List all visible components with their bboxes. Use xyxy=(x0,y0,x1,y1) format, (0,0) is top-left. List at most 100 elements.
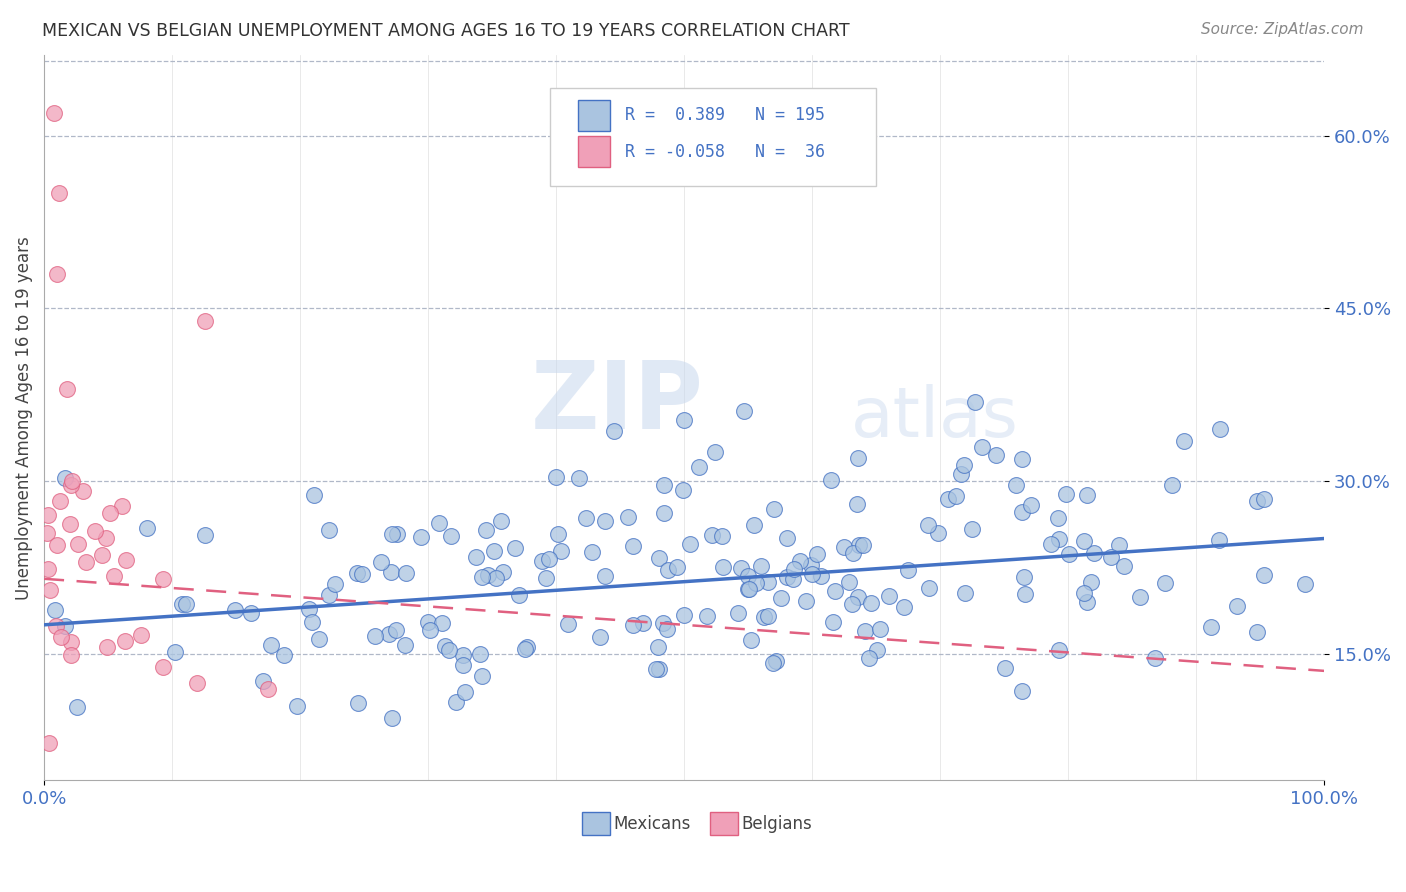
Point xyxy=(394,638,416,652)
Point xyxy=(471,669,494,683)
Point xyxy=(645,662,668,676)
Point xyxy=(1108,538,1130,552)
Bar xyxy=(710,812,738,835)
Point xyxy=(1253,492,1275,507)
Point xyxy=(765,654,787,668)
Point xyxy=(953,586,976,600)
Point xyxy=(544,469,567,483)
Point xyxy=(53,618,76,632)
Point xyxy=(776,570,799,584)
Point xyxy=(1047,533,1070,547)
Point xyxy=(537,551,560,566)
Point xyxy=(631,616,654,631)
Point xyxy=(45,267,67,281)
Point xyxy=(440,529,463,543)
Point xyxy=(589,630,612,644)
Point xyxy=(308,632,330,646)
Point xyxy=(411,530,433,544)
Point xyxy=(756,609,779,624)
Point xyxy=(66,700,89,714)
Point xyxy=(416,615,439,629)
Point xyxy=(841,597,863,611)
Point xyxy=(727,606,749,620)
Point xyxy=(603,424,626,438)
Point xyxy=(794,594,817,608)
Bar xyxy=(578,100,610,130)
Point xyxy=(346,566,368,580)
Point xyxy=(1019,499,1042,513)
Point xyxy=(810,568,832,582)
Point xyxy=(172,597,194,611)
Point xyxy=(657,563,679,577)
Point xyxy=(593,568,616,582)
Point xyxy=(994,661,1017,675)
Point xyxy=(800,558,823,573)
Point xyxy=(530,554,553,568)
Point xyxy=(710,529,733,543)
Point xyxy=(1246,494,1268,508)
Point xyxy=(738,582,761,596)
Point xyxy=(770,591,793,606)
Point xyxy=(432,615,454,630)
Point xyxy=(489,514,512,528)
Point xyxy=(72,484,94,499)
Point xyxy=(437,643,460,657)
Point xyxy=(1129,590,1152,604)
Point xyxy=(1014,569,1036,583)
Point xyxy=(776,531,799,545)
Point xyxy=(1083,546,1105,560)
Point xyxy=(1011,505,1033,519)
Point xyxy=(83,524,105,538)
Text: MEXICAN VS BELGIAN UNEMPLOYMENT AMONG AGES 16 TO 19 YEARS CORRELATION CHART: MEXICAN VS BELGIAN UNEMPLOYMENT AMONG AG… xyxy=(42,22,849,40)
Point xyxy=(1059,547,1081,561)
Point xyxy=(318,588,340,602)
Point xyxy=(135,521,157,535)
Point xyxy=(1154,576,1177,591)
Point xyxy=(852,538,875,552)
Point xyxy=(949,467,972,481)
Point xyxy=(752,609,775,624)
Point xyxy=(550,543,572,558)
Point xyxy=(323,577,346,591)
Point xyxy=(672,483,695,497)
Point xyxy=(534,571,557,585)
Point xyxy=(1014,587,1036,601)
Point xyxy=(879,589,901,603)
Point xyxy=(1054,486,1077,500)
Point xyxy=(1253,568,1275,582)
Point xyxy=(1209,422,1232,436)
Point xyxy=(395,566,418,581)
Bar xyxy=(578,136,610,167)
Point xyxy=(801,567,824,582)
Point xyxy=(1226,599,1249,614)
Point xyxy=(1246,625,1268,640)
Point xyxy=(823,615,845,629)
Point xyxy=(224,603,246,617)
Point xyxy=(749,558,772,573)
Point xyxy=(131,628,153,642)
Point xyxy=(475,523,498,537)
Point xyxy=(59,478,82,492)
Point xyxy=(152,572,174,586)
Point xyxy=(782,572,804,586)
Point xyxy=(700,528,723,542)
Text: Belgians: Belgians xyxy=(742,814,813,833)
Text: Mexicans: Mexicans xyxy=(614,814,692,833)
Point xyxy=(59,516,82,531)
Point xyxy=(952,458,974,472)
Point xyxy=(508,588,530,602)
Point xyxy=(38,583,60,598)
Point xyxy=(301,615,323,630)
Point xyxy=(114,633,136,648)
Point xyxy=(385,624,408,638)
Point xyxy=(67,537,90,551)
Point xyxy=(1005,478,1028,492)
Point xyxy=(98,507,121,521)
Point xyxy=(1073,533,1095,548)
Point xyxy=(853,624,876,639)
Point xyxy=(492,565,515,579)
Point xyxy=(186,676,208,690)
Point xyxy=(1208,533,1230,547)
Point xyxy=(256,681,278,696)
Point xyxy=(44,603,66,617)
